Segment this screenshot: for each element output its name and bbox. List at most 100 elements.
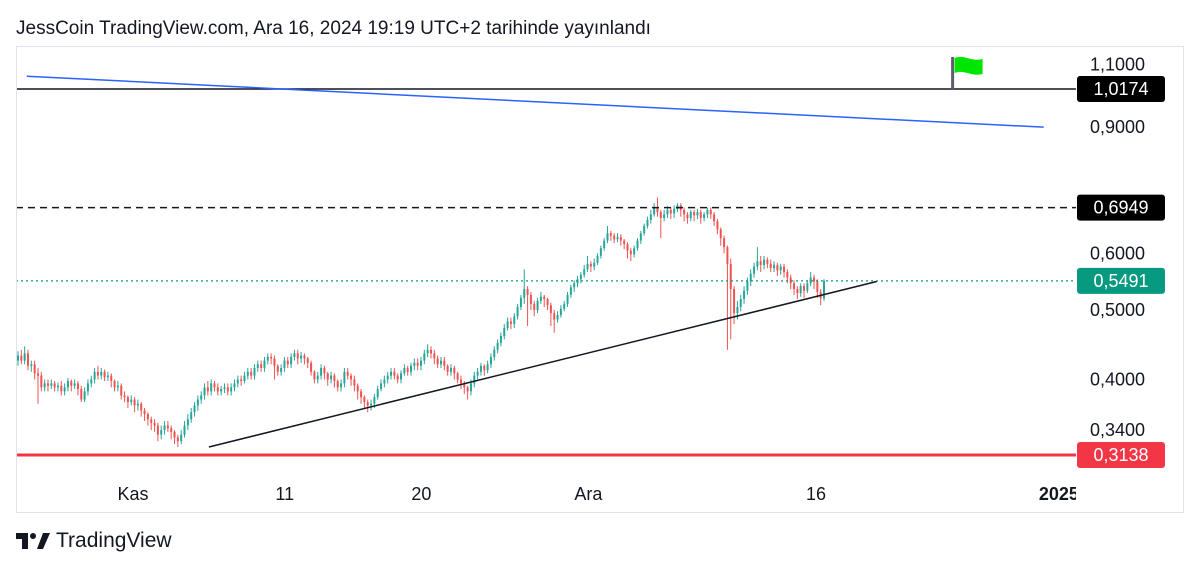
candle-body bbox=[336, 381, 339, 388]
candle bbox=[626, 242, 629, 259]
candle-body bbox=[719, 229, 722, 239]
candle bbox=[606, 226, 609, 244]
candle-body bbox=[286, 360, 289, 365]
candle-body bbox=[406, 368, 409, 372]
candle-body bbox=[260, 364, 263, 369]
candle-body bbox=[233, 383, 236, 388]
candle-body bbox=[190, 412, 193, 420]
candle bbox=[363, 395, 366, 408]
tradingview-logo-icon bbox=[16, 533, 50, 549]
candle bbox=[270, 353, 273, 365]
candle-body bbox=[776, 264, 779, 271]
candle-body bbox=[126, 397, 129, 403]
candle bbox=[613, 233, 616, 244]
candle bbox=[36, 368, 39, 404]
candle-body bbox=[170, 428, 173, 432]
candle bbox=[20, 349, 23, 365]
candle-body bbox=[420, 360, 422, 366]
candle bbox=[769, 259, 772, 273]
candle-body bbox=[63, 387, 66, 392]
candle bbox=[296, 349, 299, 365]
candle bbox=[383, 375, 386, 388]
candle-body bbox=[23, 353, 26, 361]
candle-body bbox=[186, 419, 189, 426]
candle bbox=[266, 353, 269, 365]
candle bbox=[333, 373, 336, 388]
candle bbox=[186, 413, 189, 431]
candle-body bbox=[393, 371, 396, 376]
candle-body bbox=[643, 226, 646, 234]
candle bbox=[86, 379, 89, 396]
candle bbox=[533, 300, 536, 317]
candle-body bbox=[346, 371, 349, 376]
candle-body bbox=[73, 383, 76, 386]
candle bbox=[573, 280, 576, 292]
candle bbox=[766, 257, 769, 269]
candle-body bbox=[86, 383, 89, 392]
candle bbox=[423, 349, 426, 365]
candle-body bbox=[729, 263, 732, 289]
candle bbox=[653, 203, 656, 217]
candle bbox=[206, 381, 209, 396]
candle-body bbox=[583, 269, 586, 275]
candle bbox=[593, 258, 596, 271]
candle bbox=[306, 356, 309, 369]
candle-body bbox=[469, 383, 472, 392]
candle-body bbox=[93, 371, 96, 380]
candle bbox=[243, 371, 246, 384]
candle bbox=[459, 375, 462, 389]
candle-body bbox=[326, 373, 329, 380]
candle-body bbox=[749, 273, 752, 282]
chart-svg[interactable]: 1,1000 0,9000 0,6000 0,5000 0,4000 0,3400 1,01… bbox=[0, 0, 1200, 520]
candle bbox=[53, 381, 56, 392]
candle-body bbox=[213, 383, 216, 388]
candle-body bbox=[783, 266, 786, 273]
candle-body bbox=[403, 368, 406, 374]
candle bbox=[50, 379, 53, 389]
candle bbox=[803, 283, 806, 298]
candle bbox=[699, 209, 702, 224]
candle bbox=[193, 402, 196, 417]
candle bbox=[749, 269, 752, 287]
candle-body bbox=[666, 209, 669, 215]
candle-body bbox=[296, 353, 299, 359]
candle-body bbox=[280, 368, 283, 372]
candle bbox=[120, 383, 123, 400]
candle bbox=[696, 208, 699, 219]
candle-body bbox=[383, 379, 386, 384]
candle bbox=[759, 255, 762, 273]
candle-body bbox=[180, 434, 183, 442]
candle bbox=[603, 238, 606, 251]
candle-body bbox=[263, 360, 266, 369]
candle bbox=[110, 373, 113, 388]
candle-body bbox=[236, 379, 239, 384]
candle bbox=[793, 280, 796, 295]
candle bbox=[103, 369, 106, 382]
candle-body bbox=[499, 335, 502, 343]
candle-body bbox=[439, 360, 442, 365]
candle bbox=[290, 353, 293, 369]
candle bbox=[380, 379, 383, 392]
candle-body bbox=[390, 371, 393, 376]
candle-body bbox=[53, 383, 56, 388]
candle bbox=[446, 364, 449, 376]
candle-body bbox=[496, 342, 499, 350]
candle bbox=[819, 288, 822, 306]
candle-body bbox=[823, 280, 825, 299]
candle-body bbox=[410, 365, 413, 372]
candle-body bbox=[799, 286, 802, 294]
candle bbox=[126, 395, 129, 408]
price-label-box bbox=[1077, 194, 1165, 221]
candle-body bbox=[716, 221, 719, 230]
candle bbox=[779, 263, 782, 275]
candle bbox=[176, 434, 179, 447]
candle bbox=[509, 317, 512, 330]
candle-body bbox=[313, 371, 316, 380]
candle-body bbox=[699, 212, 702, 219]
candle bbox=[586, 255, 589, 273]
price-chart[interactable]: 1,1000 0,9000 0,6000 0,5000 0,4000 0,3400 1,01… bbox=[0, 0, 1200, 520]
candle-body bbox=[446, 365, 449, 372]
candle-body bbox=[613, 235, 616, 240]
candle-body bbox=[290, 356, 293, 365]
candle bbox=[456, 371, 459, 384]
